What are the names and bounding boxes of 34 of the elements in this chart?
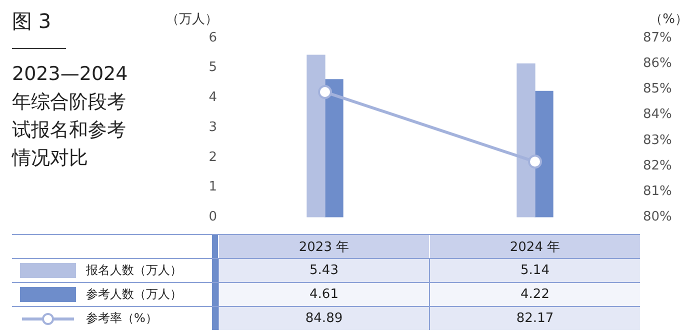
- y-tick-label: 1: [208, 180, 217, 195]
- legend-label: 参考人数（万人）: [86, 286, 182, 303]
- data-label: 84.89: [218, 307, 429, 330]
- y-tick-label: 2: [208, 150, 217, 165]
- bar: [516, 63, 536, 218]
- y2-tick-label: 80%: [643, 210, 672, 225]
- y-tick-label: 5: [208, 60, 217, 76]
- x-tick-label: 2024 年: [429, 235, 640, 258]
- y-axis-title: （万人）: [166, 12, 218, 27]
- x-tick-label: 2023 年: [218, 235, 429, 258]
- legend-label: 参考率（%）: [86, 310, 158, 327]
- bar: [306, 54, 326, 218]
- y2-tick-label: 81%: [643, 184, 672, 199]
- y-tick-label: 0: [208, 210, 217, 225]
- y2-tick-label: 84%: [643, 107, 672, 122]
- data-label: 4.61: [218, 283, 429, 306]
- bar: [534, 90, 554, 218]
- legend-label: 报名人数（万人）: [86, 262, 182, 279]
- y2-tick-label: 87%: [643, 30, 672, 46]
- y2-axis-title: （%）: [650, 12, 688, 27]
- y-tick-label: 6: [208, 30, 217, 46]
- text: 2023—2024年综合阶段考试报名和参考情况对比: [12, 62, 129, 171]
- y2-tick-label: 85%: [643, 82, 672, 97]
- y2-tick-label: 82%: [643, 158, 672, 174]
- y-tick-label: 3: [208, 120, 217, 135]
- bar: [324, 79, 344, 218]
- data-label: 5.14: [429, 259, 640, 282]
- y2-tick-label: 86%: [643, 56, 672, 71]
- y2-tick-label: 83%: [643, 132, 672, 148]
- y-tick-label: 4: [208, 90, 217, 106]
- data-label: 5.43: [218, 259, 429, 282]
- caption: 图 3: [12, 8, 52, 35]
- data-label: 82.17: [429, 307, 640, 330]
- data-label: 4.22: [429, 283, 640, 306]
